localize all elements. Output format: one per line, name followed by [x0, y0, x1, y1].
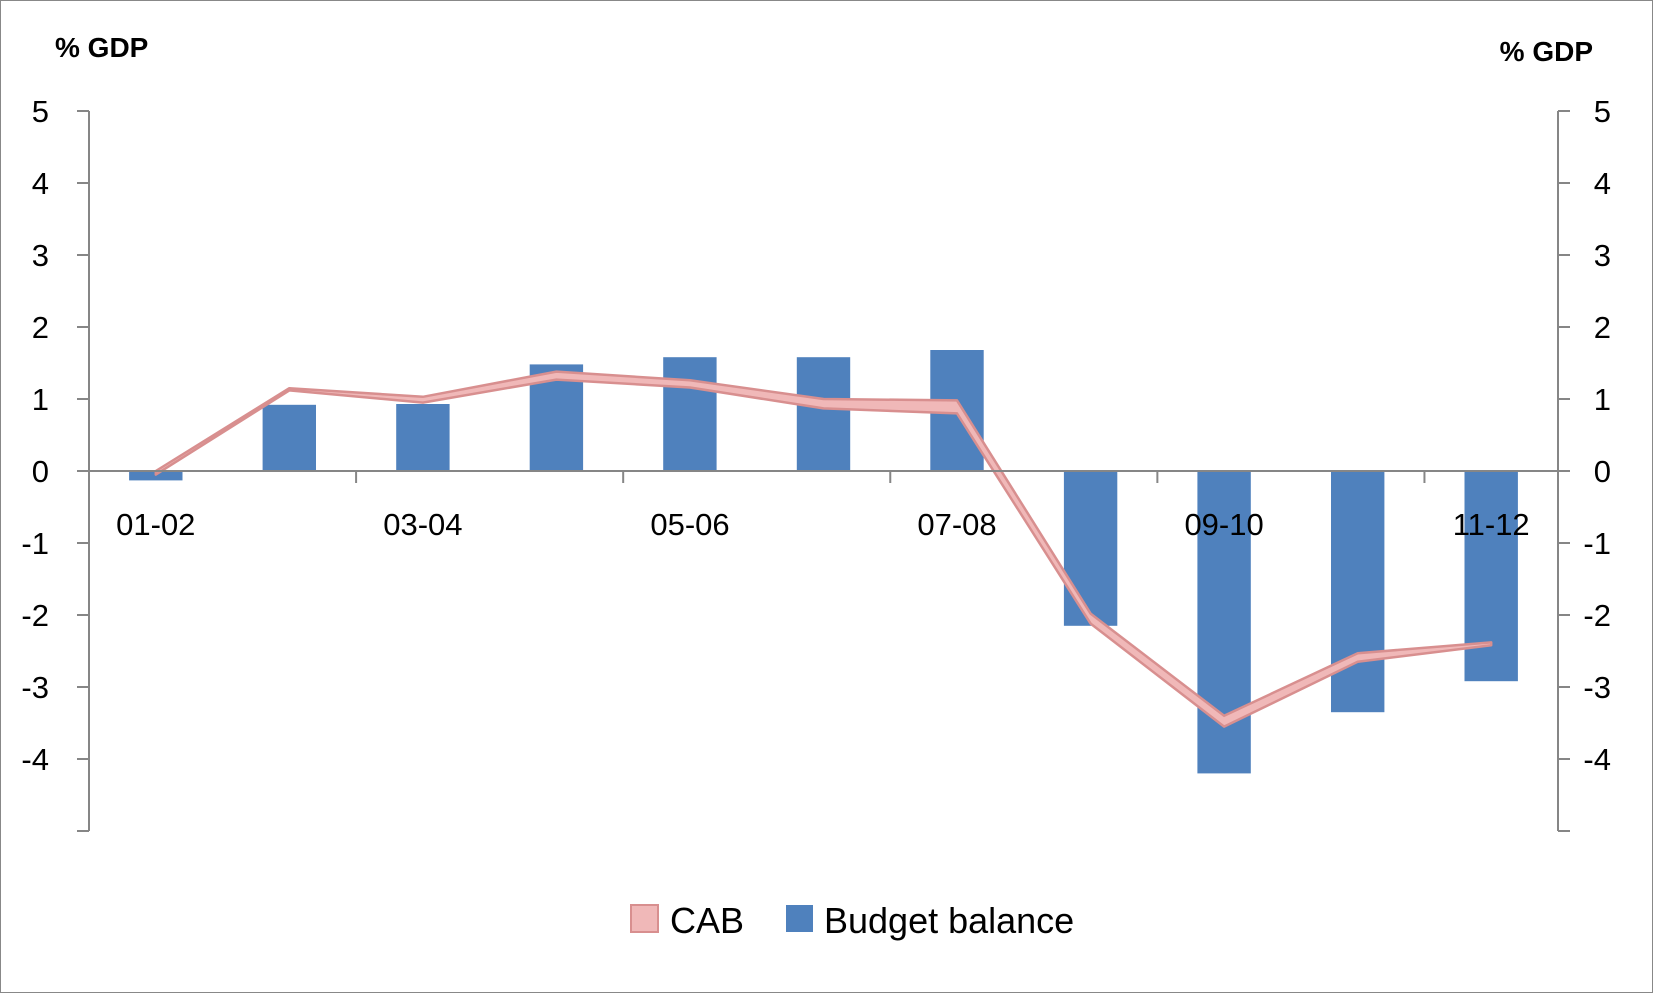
right-y-tick-label: 5	[1594, 94, 1611, 129]
x-tick-label: 09-10	[1184, 507, 1263, 542]
budget-balance-bar	[796, 357, 851, 471]
cab-line	[154, 370, 1493, 728]
x-tick-label: 11-12	[1453, 507, 1530, 542]
cab-series-band	[154, 370, 1493, 728]
budget-balance-bar	[1063, 471, 1118, 626]
left-y-tick-label: 0	[32, 454, 49, 489]
x-tick-label: 05-06	[650, 507, 729, 542]
left-y-axis-tick-labels: 5 4 3 2 1 0 -1 -2 -3 -4	[21, 94, 49, 777]
budget-balance-bar	[396, 404, 450, 471]
left-y-tick-label: 5	[32, 94, 49, 129]
left-y-tick-label: -2	[21, 598, 49, 633]
legend: CAB Budget balance	[630, 900, 1074, 941]
budget-balance-bar	[262, 404, 316, 471]
right-y-tick-label: -1	[1583, 526, 1611, 561]
right-y-tick-label: 1	[1594, 382, 1611, 417]
left-y-tick-label: 1	[32, 382, 49, 417]
x-tick-label: 03-04	[383, 507, 462, 542]
budget-balance-bars	[129, 350, 1518, 774]
right-y-tick-label: -4	[1583, 742, 1611, 777]
left-y-tick-label: -1	[21, 526, 49, 561]
x-axis-tick-labels: 01-02 03-04 05-06 07-08 09-10 11-12	[116, 507, 1530, 542]
left-y-tick-label: 2	[32, 310, 49, 345]
right-y-tick-label: -2	[1583, 598, 1611, 633]
legend-cab-swatch	[630, 904, 659, 933]
right-y-axis-tick-labels: 5 4 3 2 1 0 -1 -2 -3 -4	[1583, 94, 1611, 777]
budget-balance-bar	[1464, 471, 1518, 682]
left-y-tick-label: -3	[21, 670, 49, 705]
axes	[77, 110, 1570, 832]
budget-balance-bar	[663, 357, 717, 471]
right-y-tick-label: -3	[1583, 670, 1611, 705]
left-axis-unit-label: % GDP	[55, 32, 148, 63]
right-y-tick-label: 3	[1594, 238, 1611, 273]
x-tick-label: 07-08	[917, 507, 996, 542]
right-y-tick-label: 0	[1594, 454, 1611, 489]
left-y-tick-label: -4	[21, 742, 49, 777]
left-y-tick-label: 3	[32, 238, 49, 273]
right-y-tick-label: 4	[1594, 166, 1611, 201]
legend-budget-balance-label: Budget balance	[824, 900, 1074, 941]
left-y-tick-label: 4	[32, 166, 49, 201]
budget-balance-bar	[1331, 471, 1385, 713]
x-tick-label: 01-02	[116, 507, 195, 542]
legend-budget-balance-swatch	[786, 905, 813, 932]
legend-cab-label: CAB	[670, 900, 744, 941]
right-axis-unit-label: % GDP	[1500, 36, 1593, 67]
right-y-tick-label: 2	[1594, 310, 1611, 345]
